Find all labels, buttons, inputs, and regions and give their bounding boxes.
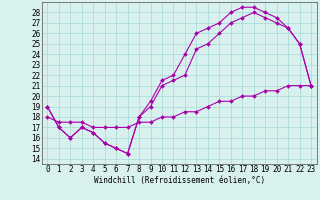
X-axis label: Windchill (Refroidissement éolien,°C): Windchill (Refroidissement éolien,°C)	[94, 176, 265, 185]
